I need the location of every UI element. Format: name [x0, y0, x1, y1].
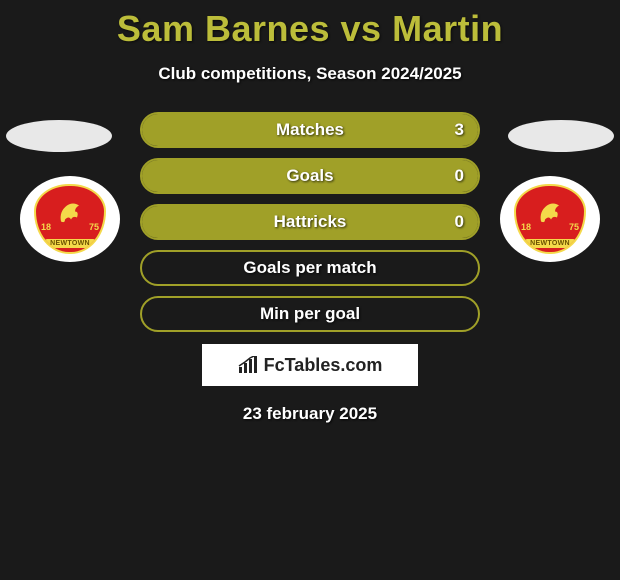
player-photo-placeholder-left — [6, 120, 112, 152]
stat-row: Hattricks 0 — [140, 204, 480, 240]
griffin-icon — [55, 198, 85, 235]
crest-name: NEWTOWN — [44, 239, 96, 248]
stat-label: Hattricks — [274, 212, 347, 232]
crest-name: NEWTOWN — [524, 239, 576, 248]
club-crest-left: 18 75 NEWTOWN — [20, 176, 120, 262]
stat-row: Matches 3 — [140, 112, 480, 148]
stat-label: Min per goal — [260, 304, 360, 324]
griffin-icon — [535, 198, 565, 235]
crest-year-left: 18 — [41, 222, 51, 232]
stat-row: Goals per match — [140, 250, 480, 286]
crest-year-right: 75 — [569, 222, 579, 232]
stat-row: Goals 0 — [140, 158, 480, 194]
chart-bars-icon — [238, 356, 260, 374]
comparison-layout: 18 75 NEWTOWN 18 75 NEWTOWN Matches 3 Goal… — [0, 112, 620, 424]
stats-list: Matches 3 Goals 0 Hattricks 0 Goals per match M… — [140, 112, 480, 332]
club-crest-right: 18 75 NEWTOWN — [500, 176, 600, 262]
brand-text: FcTables.com — [264, 355, 383, 376]
player-photo-placeholder-right — [508, 120, 614, 152]
stat-value: 3 — [455, 120, 464, 140]
stat-label: Goals per match — [243, 258, 376, 278]
stat-label: Goals — [286, 166, 333, 186]
crest-year-right: 75 — [89, 222, 99, 232]
stat-row: Min per goal — [140, 296, 480, 332]
crest-shield: 18 75 NEWTOWN — [34, 184, 106, 254]
date-text: 23 february 2025 — [0, 404, 620, 424]
page-title: Sam Barnes vs Martin — [0, 0, 620, 50]
crest-shield: 18 75 NEWTOWN — [514, 184, 586, 254]
stat-value: 0 — [455, 166, 464, 186]
stat-label: Matches — [276, 120, 344, 140]
brand-box: FcTables.com — [202, 344, 418, 386]
crest-year-left: 18 — [521, 222, 531, 232]
subtitle: Club competitions, Season 2024/2025 — [0, 64, 620, 84]
stat-value: 0 — [455, 212, 464, 232]
